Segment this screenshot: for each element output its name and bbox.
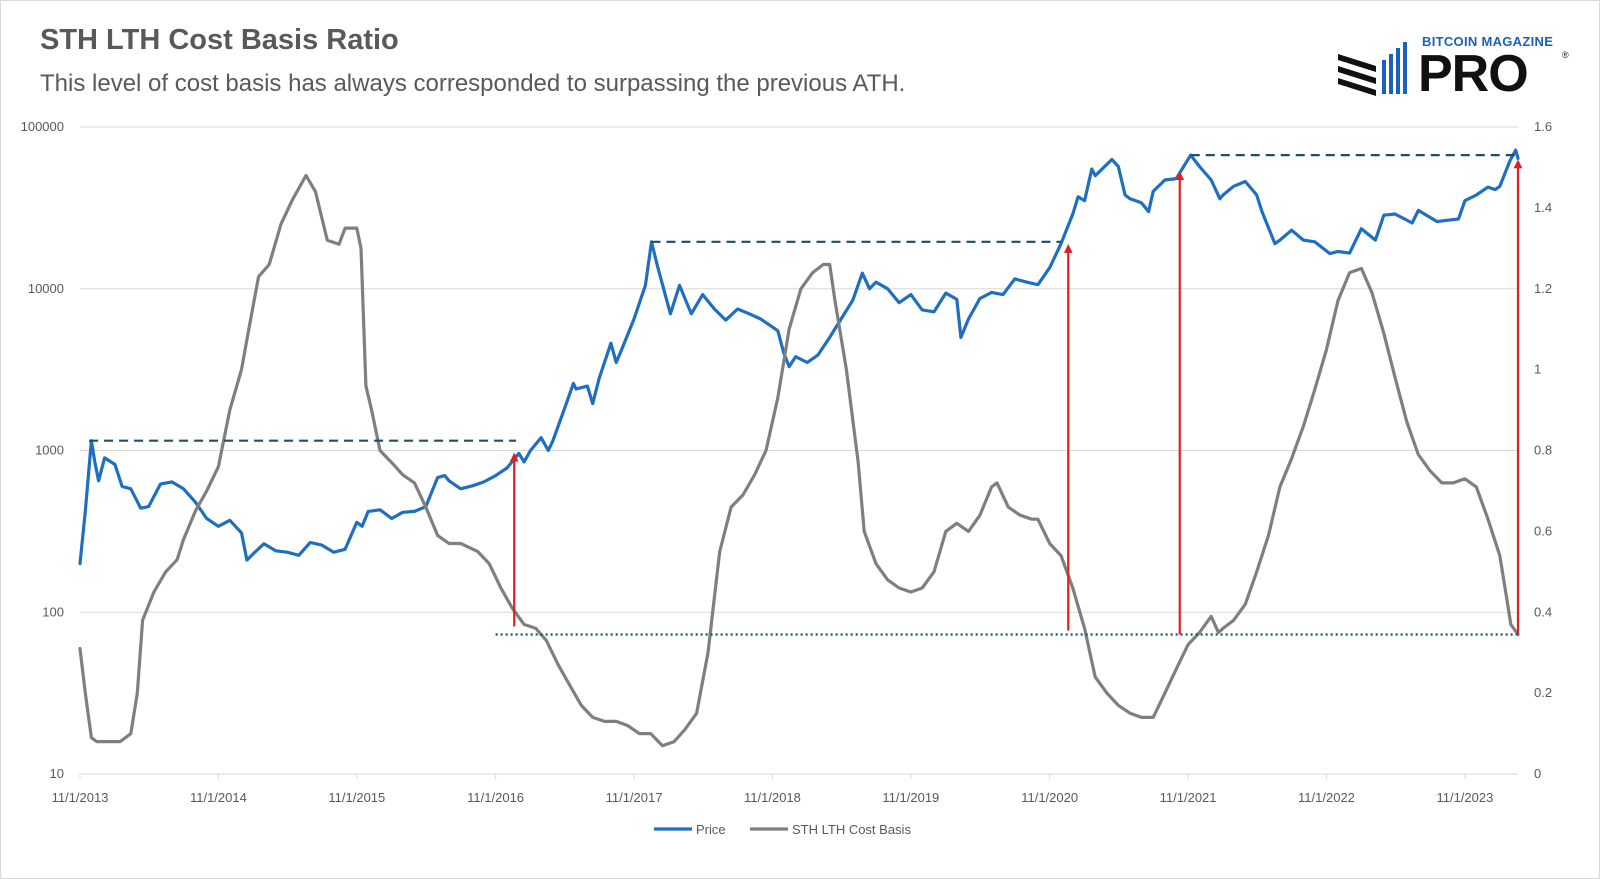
x-tick-label: 11/1/2015 — [328, 790, 385, 805]
x-tick-label: 11/1/2016 — [467, 790, 524, 805]
x-tick-label: 11/1/2022 — [1298, 790, 1355, 805]
y-right-tick-label: 0.4 — [1534, 604, 1552, 619]
cost-basis-ratio-series-line — [78, 173, 1520, 748]
price-series-line — [78, 148, 1520, 566]
y-right-tick-label: 0 — [1534, 766, 1541, 781]
x-tick-label: 11/1/2021 — [1160, 790, 1217, 805]
legend-label: STH LTH Cost Basis — [792, 822, 911, 837]
legend-item-price: Price — [654, 822, 726, 837]
x-tick-label: 11/1/2017 — [606, 790, 663, 805]
y-right-tick-label: 0.6 — [1534, 523, 1552, 538]
y-right-tick-label: 1.2 — [1534, 281, 1552, 296]
x-tick-label: 11/1/2019 — [882, 790, 939, 805]
legend-label: Price — [696, 822, 726, 837]
logo-mark-icon — [1338, 42, 1407, 96]
chart-subtitle: This level of cost basis has always corr… — [40, 70, 906, 97]
y-right-tick-label: 1.4 — [1534, 200, 1552, 215]
y-left-tick-label: 100 — [42, 604, 64, 619]
x-tick-label: 11/1/2014 — [190, 790, 247, 805]
y-right-tick-label: 1 — [1534, 362, 1541, 377]
x-tick-label: 11/1/2020 — [1021, 790, 1078, 805]
x-tick-label: 11/1/2023 — [1436, 790, 1493, 805]
bitcoin-magazine-pro-logo: BITCOIN MAGAZINE PRO ® — [1336, 32, 1576, 102]
y-right-tick-label: 1.6 — [1534, 119, 1552, 134]
x-tick-label: 11/1/2013 — [52, 790, 109, 805]
legend-item-cost-basis: STH LTH Cost Basis — [750, 822, 911, 837]
y-right-tick-label: 0.8 — [1534, 443, 1552, 458]
logo-main-text: PRO — [1418, 45, 1529, 103]
y-left-tick-label: 1000 — [35, 443, 64, 458]
logo-registered-mark: ® — [1562, 50, 1569, 60]
y-right-tick-label: 0.2 — [1534, 685, 1552, 700]
chart-title: STH LTH Cost Basis Ratio — [40, 24, 399, 56]
x-tick-label: 11/1/2018 — [744, 790, 801, 805]
logo-top-text: BITCOIN MAGAZINE — [1422, 34, 1554, 49]
y-left-tick-label: 10000 — [28, 281, 64, 296]
y-left-tick-label: 10 — [50, 766, 64, 781]
y-left-tick-label: 100000 — [21, 119, 64, 134]
